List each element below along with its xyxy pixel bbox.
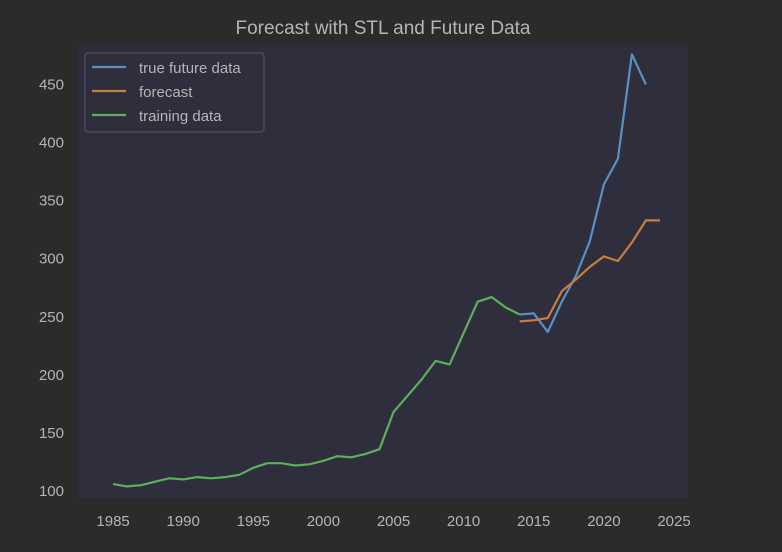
y-tick-label: 350 (39, 193, 64, 210)
x-tick-label: 2000 (307, 513, 340, 530)
x-tick-label: 1985 (96, 513, 129, 530)
y-tick-label: 150 (39, 425, 64, 442)
y-tick-label: 400 (39, 135, 64, 152)
y-tick-label: 250 (39, 309, 64, 326)
x-tick-label: 1990 (167, 513, 200, 530)
series-line-true-future-data (519, 53, 647, 333)
legend: true future data forecast training data (84, 52, 265, 133)
legend-label-true-future-data: true future data (139, 60, 241, 77)
series-line-training-data (112, 296, 521, 488)
y-tick-label: 300 (39, 251, 64, 268)
x-tick-label: 1995 (237, 513, 270, 530)
x-tick-label: 2010 (447, 513, 480, 530)
legend-label-training-data: training data (139, 108, 222, 125)
x-axis: 1985 1990 1995 2000 2005 2010 2015 2020 2025 (96, 513, 690, 530)
x-tick-label: 2020 (587, 513, 620, 530)
legend-box (84, 52, 265, 133)
y-tick-label: 200 (39, 367, 64, 384)
x-tick-label: 2015 (517, 513, 550, 530)
series-lines (112, 53, 660, 488)
y-tick-label: 100 (39, 483, 64, 500)
y-tick-label: 450 (39, 77, 64, 94)
x-tick-label: 2025 (657, 513, 690, 530)
y-axis: 100 150 200 250 300 350 400 450 (39, 77, 64, 501)
x-tick-label: 2005 (377, 513, 410, 530)
chart-title: Forecast with STL and Future Data (236, 18, 531, 39)
legend-label-forecast: forecast (139, 84, 193, 101)
series-line-forecast (519, 219, 660, 323)
